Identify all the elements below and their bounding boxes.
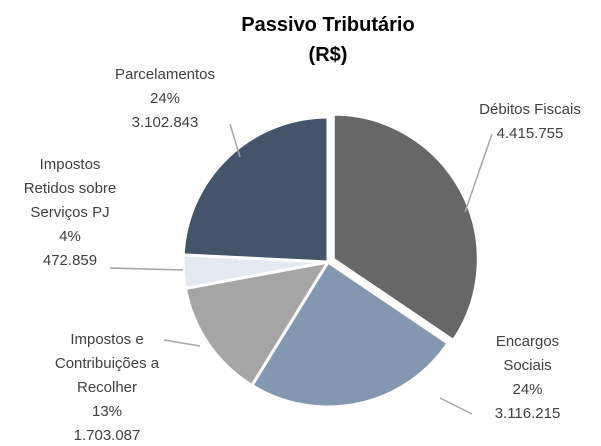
leader-line — [163, 339, 201, 347]
pie-slice — [249, 259, 451, 409]
pie-slice — [331, 112, 480, 343]
percent-label: 24% — [149, 90, 181, 107]
category-label: Encargos Sociais — [495, 333, 560, 374]
value-label: 3.116.215 — [494, 405, 561, 422]
category-label: Débitos Fiscais — [479, 101, 581, 118]
chart-title: Passivo Tributário (R$) — [241, 14, 415, 66]
percent-label: 24% — [512, 381, 543, 398]
pie-slice — [183, 259, 332, 388]
category-label: Parcelamentos — [114, 66, 216, 83]
pie-slice — [181, 115, 330, 264]
leader-line — [109, 267, 184, 271]
slice-label: Parcelamentos 24% 3.102.843 — [100, 63, 230, 135]
slice-label: Impostos e Contribuições a Recolher 13% 1.… — [52, 328, 162, 446]
leader-line — [439, 397, 473, 415]
value-label: 4.415.755 — [496, 125, 564, 142]
slice-label: Impostos Retidos sobre Serviços PJ 4% 472.… — [14, 153, 126, 273]
leader-line — [229, 123, 241, 158]
percent-label: 4% — [59, 228, 81, 245]
slice-label: Encargos Sociais 24% 3.116.215 — [480, 330, 575, 426]
percent-label: 13% — [91, 403, 123, 420]
category-label: Impostos Retidos sobre Serviços PJ — [23, 156, 117, 221]
leader-line — [464, 133, 493, 213]
value-label: 472.859 — [42, 252, 98, 269]
category-label: Impostos e Contribuições a Recolher — [54, 331, 160, 396]
value-label: 1.703.087 — [73, 427, 141, 444]
value-label: 3.102.843 — [131, 114, 199, 131]
slice-label: Débitos Fiscais 4.415.755 — [470, 98, 590, 146]
